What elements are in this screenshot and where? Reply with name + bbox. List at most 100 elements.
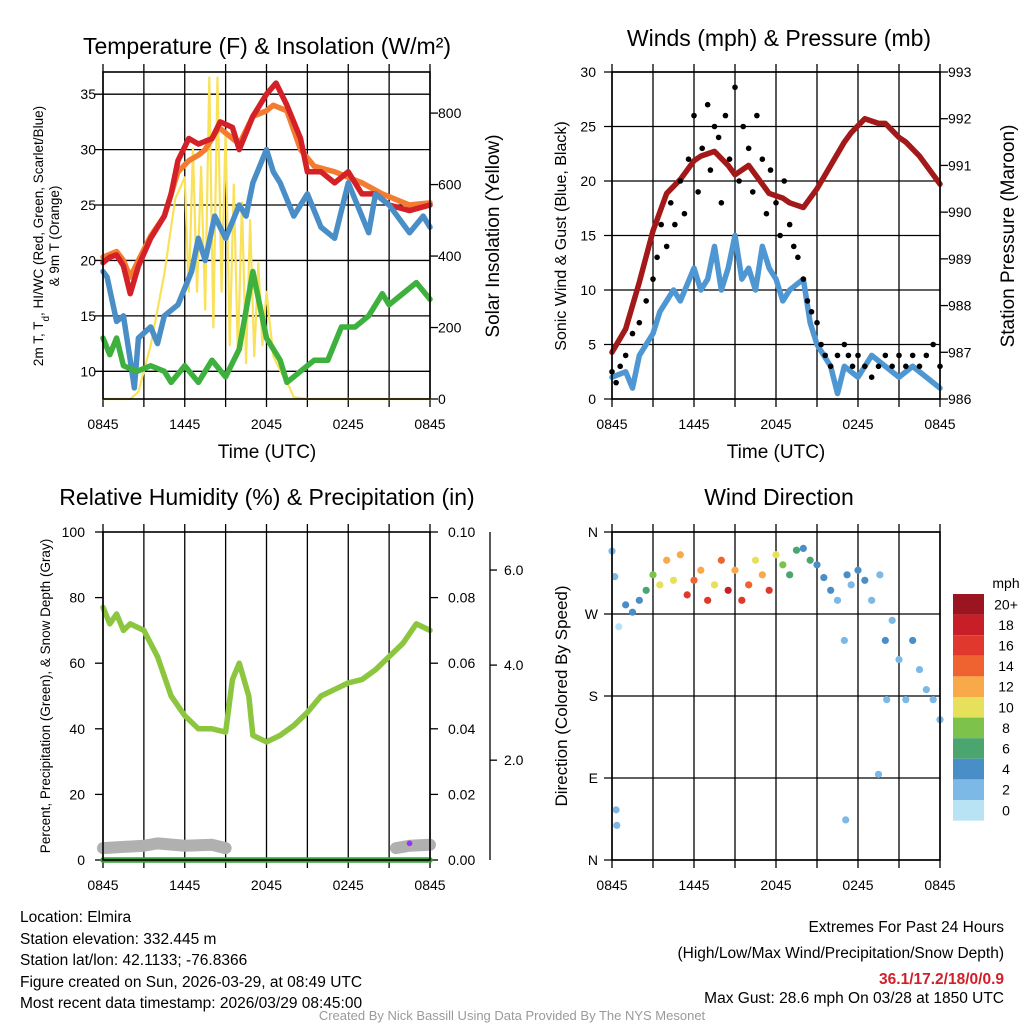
legend-swatch bbox=[953, 738, 984, 759]
series-line-snow-depth bbox=[97, 837, 232, 855]
gust-point bbox=[677, 178, 684, 184]
gust-point bbox=[827, 363, 834, 370]
x-tick-label: 0845 bbox=[596, 416, 627, 432]
legend-swatch bbox=[953, 594, 984, 615]
speed-legend: mph 20+ 18 16 14 12 10 8 6 4 2 0 bbox=[953, 575, 1020, 821]
gust-point bbox=[681, 210, 688, 217]
gust-point bbox=[704, 101, 711, 108]
legend-label: 18 bbox=[998, 617, 1014, 633]
direction-point bbox=[874, 770, 883, 778]
gust-point bbox=[781, 178, 787, 184]
gust-point bbox=[903, 363, 909, 370]
gust-point bbox=[845, 352, 852, 359]
direction-point bbox=[842, 816, 850, 824]
direction-point bbox=[758, 571, 766, 579]
y-tick-label: 20 bbox=[69, 786, 85, 802]
gust-point bbox=[695, 189, 701, 195]
rh-y-label: Percent, Precipitation (Green), & Snow D… bbox=[38, 539, 53, 853]
direction-point bbox=[902, 696, 910, 704]
gust-point bbox=[786, 221, 793, 228]
temp-y-label: 2m T, Td, HI/WC (Red, Green, Scarlet/Blu… bbox=[31, 106, 52, 366]
gust-point bbox=[691, 112, 697, 119]
temp-x-label: Time (UTC) bbox=[218, 442, 317, 463]
max-gust-text: Max Gust: 28.6 mph On 03/28 at 1850 UTC bbox=[704, 990, 1004, 1007]
gust-point bbox=[658, 221, 664, 228]
y-tick-label: E bbox=[589, 770, 598, 786]
y-tick-label: 15 bbox=[580, 228, 596, 244]
direction-point bbox=[704, 596, 712, 604]
direction-point bbox=[883, 696, 891, 704]
gust-point bbox=[699, 145, 705, 152]
y2-tick-label: 200 bbox=[438, 320, 462, 336]
direction-point bbox=[663, 556, 671, 564]
direction-point bbox=[799, 544, 807, 553]
direction-point bbox=[635, 596, 643, 604]
y-tick-label: 20 bbox=[580, 173, 596, 189]
y-tick-label: 35 bbox=[80, 86, 96, 102]
gust-point bbox=[629, 330, 636, 337]
direction-point bbox=[615, 623, 623, 631]
y2-tick-label: 990 bbox=[948, 204, 972, 220]
gust-point bbox=[841, 341, 848, 348]
gust-point bbox=[822, 352, 828, 359]
gust-point bbox=[818, 341, 824, 348]
x-tick-label: 2045 bbox=[251, 416, 282, 432]
y-tick-label: 60 bbox=[69, 655, 85, 671]
direction-point bbox=[806, 556, 814, 564]
gust-point bbox=[754, 112, 760, 119]
gust-point bbox=[622, 352, 629, 359]
y2-tick-label: 600 bbox=[438, 177, 462, 193]
direction-point bbox=[881, 636, 889, 645]
extremes-values: 36.1/17.2/18/0/0.9 bbox=[879, 971, 1004, 988]
gust-point bbox=[808, 309, 815, 315]
y2-tick-label: 986 bbox=[948, 391, 972, 407]
gust-point bbox=[875, 363, 882, 370]
x-tick-label: 0245 bbox=[333, 416, 364, 432]
x-tick-label: 0245 bbox=[842, 877, 873, 893]
latlon-text: Station lat/lon: 42.1133; -76.8366 bbox=[20, 952, 247, 969]
y-tick-label: N bbox=[588, 852, 598, 868]
plot-frame bbox=[611, 71, 941, 400]
gust-point bbox=[795, 254, 801, 261]
gust-point bbox=[732, 84, 738, 91]
legend-label: 6 bbox=[1002, 741, 1010, 757]
y-tick-label: 25 bbox=[80, 197, 96, 213]
gust-point bbox=[672, 221, 678, 228]
legend-swatch bbox=[953, 758, 984, 780]
temp-chart: 10 15 20 25 30 35 0 200 400 600 800 0845 1445 2045 024… bbox=[80, 64, 462, 432]
x-tick-label: 1445 bbox=[169, 877, 200, 893]
direction-point bbox=[710, 581, 719, 589]
direction-point bbox=[840, 636, 848, 645]
direction-point bbox=[611, 573, 619, 581]
x-tick-label: 2045 bbox=[760, 416, 791, 432]
gust-point bbox=[650, 276, 656, 282]
temp-chart-title: Temperature (F) & Insolation (W/m²) bbox=[83, 33, 451, 59]
x-tick-label: 0845 bbox=[414, 416, 445, 432]
wind-y-label: Sonic Wind & Gust (Blue, Black) bbox=[553, 121, 570, 350]
gust-point bbox=[736, 178, 742, 184]
direction-point bbox=[820, 573, 828, 582]
y-tick-label: 20 bbox=[80, 252, 96, 268]
y-tick-label: 10 bbox=[80, 363, 96, 379]
series-line-snow-depth-late- bbox=[389, 838, 436, 855]
legend-swatch bbox=[953, 779, 984, 800]
gust-point bbox=[613, 379, 619, 386]
direction-point bbox=[813, 561, 821, 569]
y2-tick-label: 987 bbox=[948, 344, 972, 360]
gust-point bbox=[930, 341, 936, 348]
gust-point bbox=[654, 254, 660, 261]
gust-point bbox=[715, 134, 722, 141]
x-tick-label: 0845 bbox=[596, 877, 627, 893]
extremes-legend: (High/Low/Max Wind/Precipitation/Snow De… bbox=[678, 945, 1005, 962]
x-tick-label: 0845 bbox=[87, 877, 118, 893]
direction-point bbox=[656, 581, 664, 589]
gust-point bbox=[862, 363, 868, 370]
y-tick-label: 0 bbox=[588, 391, 596, 407]
legend-label: 2 bbox=[1002, 782, 1010, 798]
y-tick-label: 0 bbox=[77, 852, 85, 868]
gust-point bbox=[773, 200, 779, 206]
gust-point bbox=[909, 352, 916, 359]
direction-point bbox=[731, 566, 739, 574]
location-text: Location: Elmira bbox=[20, 909, 132, 926]
